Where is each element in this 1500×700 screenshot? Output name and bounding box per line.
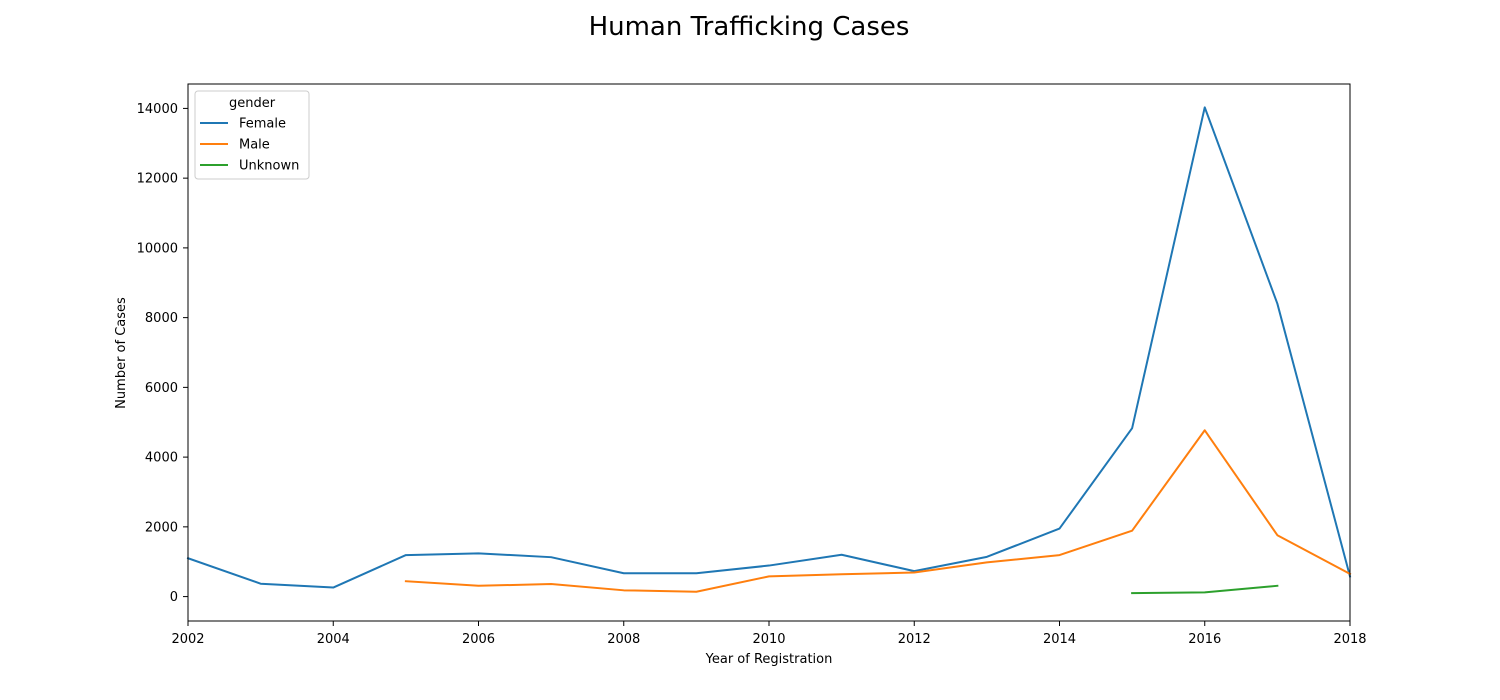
x-tick-label: 2002 <box>171 632 204 647</box>
x-tick-label: 2004 <box>317 632 350 647</box>
y-axis: 0 2000 4000 6000 8000 10000 12000 14000 <box>137 102 188 605</box>
series-line-unknown <box>1131 584 1279 595</box>
legend-items: Female Male Unknown <box>200 117 299 174</box>
x-axis-label: Year of Registration <box>705 652 833 667</box>
y-tick-label: 8000 <box>145 311 178 326</box>
y-tick-label: 4000 <box>145 451 178 466</box>
y-tick-label: 14000 <box>137 102 178 117</box>
y-axis-label: Number of Cases <box>114 297 129 409</box>
x-tick-label: 2012 <box>898 632 931 647</box>
x-tick-label: 2018 <box>1333 632 1366 647</box>
legend: gender Female Male Unknown <box>194 90 310 180</box>
x-tick-label: 2008 <box>607 632 640 647</box>
series-line-male <box>404 429 1352 593</box>
x-axis: 2002 2004 2006 2008 2010 2012 2014 2016 2018 <box>171 621 1367 647</box>
chart-title: Human Trafficking Cases <box>589 12 910 42</box>
plot-area-frame <box>187 83 1351 622</box>
x-tick-label: 2014 <box>1043 632 1076 647</box>
legend-title: gender <box>229 96 276 111</box>
series-line-female <box>186 106 1352 589</box>
x-tick-label: 2010 <box>752 632 785 647</box>
y-tick-label: 2000 <box>145 520 178 535</box>
legend-label-male: Male <box>239 138 270 153</box>
y-tick-label: 12000 <box>137 172 178 187</box>
legend-label-unknown: Unknown <box>239 159 299 174</box>
legend-box <box>194 90 310 180</box>
x-tick-label: 2006 <box>462 632 495 647</box>
series-layer <box>186 106 1352 595</box>
legend-label-female: Female <box>239 117 286 132</box>
y-tick-label: 0 <box>170 590 178 605</box>
y-tick-label: 10000 <box>137 241 178 256</box>
x-tick-label: 2016 <box>1188 632 1221 647</box>
y-tick-label: 6000 <box>145 381 178 396</box>
